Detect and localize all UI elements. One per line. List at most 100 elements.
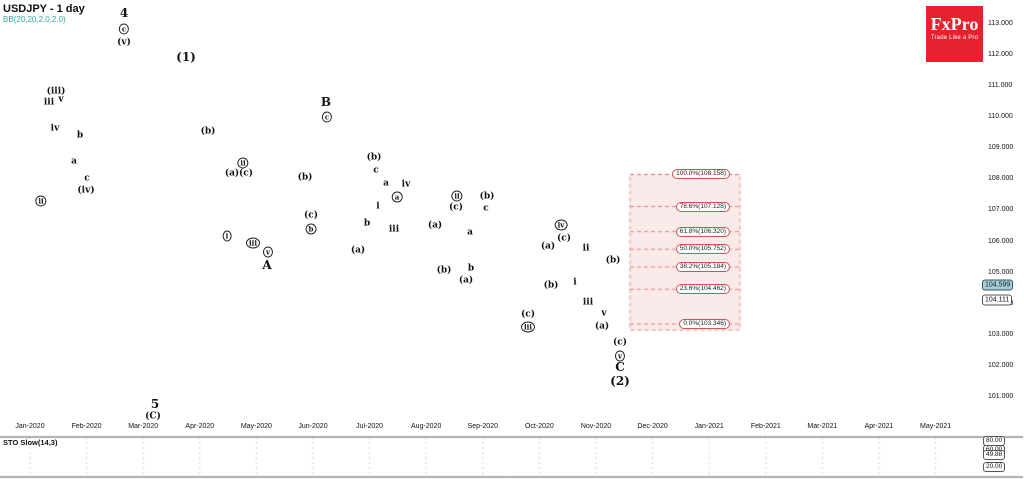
wave-label: A bbox=[262, 258, 272, 272]
fxpro-logo-title: FxPro bbox=[930, 14, 979, 34]
wave-label: (a) bbox=[540, 241, 556, 252]
date-axis-label[interactable]: Apr-2021 bbox=[864, 423, 894, 430]
wave-label: iv bbox=[50, 123, 60, 134]
symbol-timeframe-label: USDJPY - 1 day bbox=[3, 3, 85, 15]
price-axis-tick[interactable]: 113.000 bbox=[988, 20, 1013, 27]
wave-label: (b) bbox=[200, 126, 216, 137]
price-axis-tick[interactable]: 106.000 bbox=[988, 237, 1014, 245]
date-axis-label[interactable]: Feb-2020 bbox=[71, 423, 102, 430]
wave-label: (iii) bbox=[46, 86, 66, 97]
fib-level-badge: 61.8%(106.320) bbox=[675, 226, 730, 237]
wave-label: v bbox=[614, 350, 626, 362]
current-price-badge: 104.599 bbox=[982, 279, 1014, 291]
date-axis-label[interactable]: Mar-2021 bbox=[807, 423, 838, 430]
date-axis-label[interactable]: May-2020 bbox=[240, 423, 272, 430]
wave-label: iii bbox=[43, 97, 55, 108]
wave-label: ii bbox=[451, 190, 463, 202]
secondary-price-badge: 104.111 bbox=[982, 294, 1013, 306]
wave-label: v bbox=[262, 246, 274, 258]
fxpro-logo-subtitle: Trade Like a Pro bbox=[930, 35, 979, 41]
date-axis-label[interactable]: Sep-2020 bbox=[467, 423, 498, 430]
wave-label: (c) bbox=[557, 233, 571, 244]
wave-label: c bbox=[483, 203, 489, 214]
sto-axis-label: 49.88 bbox=[983, 450, 1006, 460]
price-axis-tick[interactable]: 108.000 bbox=[988, 175, 1014, 183]
stochastic-label: STO Slow(14,3) bbox=[3, 438, 58, 447]
wave-label: b bbox=[467, 263, 475, 274]
fib-level-badge: 0.0%(103.346) bbox=[679, 319, 730, 330]
wave-label: a bbox=[467, 227, 473, 238]
price-axis-tick[interactable]: 109.000 bbox=[988, 144, 1014, 152]
wave-label: (c) bbox=[239, 168, 253, 179]
wave-label: i bbox=[222, 230, 232, 242]
date-axis-label[interactable]: Nov-2020 bbox=[580, 423, 612, 430]
wave-label: b bbox=[305, 223, 317, 235]
wave-label: iv bbox=[554, 219, 568, 231]
price-axis-tick[interactable]: 111.000 bbox=[988, 82, 1013, 90]
wave-label: (2) bbox=[610, 374, 630, 388]
wave-label: v bbox=[601, 308, 607, 319]
wave-label: iii bbox=[521, 321, 535, 333]
wave-label: C bbox=[615, 360, 625, 374]
wave-label: (b) bbox=[436, 265, 452, 276]
bollinger-indicator-label: BB(20,20,2.0,2.0) bbox=[3, 15, 66, 24]
wave-label: ii bbox=[237, 157, 249, 169]
wave-label: iv bbox=[401, 179, 411, 190]
date-axis-label[interactable]: Jan-2021 bbox=[694, 423, 724, 430]
wave-label: (a) bbox=[427, 220, 443, 231]
sto-axis-label: 20.00 bbox=[983, 462, 1006, 472]
price-axis-tick[interactable]: 101.000 bbox=[988, 392, 1014, 400]
fib-level-badge: 38.2%(105.184) bbox=[675, 261, 730, 272]
wave-label: (a) bbox=[594, 321, 610, 332]
wave-label: (b) bbox=[605, 255, 621, 266]
price-axis-tick[interactable]: 102.000 bbox=[988, 361, 1014, 369]
date-axis-label[interactable]: Jun-2020 bbox=[298, 423, 328, 430]
wave-label: (b) bbox=[366, 152, 382, 163]
wave-label: (c) bbox=[304, 210, 318, 221]
wave-label: (1) bbox=[176, 50, 196, 64]
wave-label: (a) bbox=[458, 275, 474, 286]
wave-label: (c) bbox=[449, 202, 463, 213]
date-axis-label[interactable]: Jan-2020 bbox=[15, 423, 45, 430]
date-axis-label[interactable]: Mar-2020 bbox=[128, 423, 159, 430]
chart-legend: USDJPY - 1 day BB(20,20,2.0,2.0) bbox=[3, 3, 85, 24]
wave-label: c bbox=[321, 111, 333, 123]
wave-label: (c) bbox=[613, 337, 627, 348]
fib-level-badge: 100.0%(108.158) bbox=[672, 169, 730, 180]
price-axis-tick[interactable]: 112.000 bbox=[988, 51, 1013, 59]
price-axis-tick[interactable]: 110.000 bbox=[988, 113, 1013, 121]
wave-label: iii bbox=[582, 297, 594, 308]
fxpro-logo: FxPro Trade Like a Pro bbox=[926, 6, 983, 62]
price-axis-tick[interactable]: 105.000 bbox=[988, 268, 1014, 276]
wave-label: b bbox=[76, 130, 84, 141]
date-axis-label[interactable]: Feb-2021 bbox=[750, 423, 781, 430]
price-axis-tick[interactable]: 107.000 bbox=[988, 206, 1014, 214]
fib-level-badge: 78.6%(107.128) bbox=[675, 201, 730, 212]
wave-label: ii bbox=[35, 195, 47, 207]
date-axis-label[interactable]: Apr-2020 bbox=[185, 423, 215, 430]
wave-label: 5 bbox=[150, 397, 160, 411]
wave-label: B bbox=[320, 95, 332, 109]
wave-label: (b) bbox=[297, 172, 313, 183]
wave-label: i bbox=[573, 277, 577, 288]
wave-label: a bbox=[391, 191, 403, 203]
date-axis-label[interactable]: Oct-2020 bbox=[524, 423, 554, 430]
wave-label: a bbox=[383, 178, 389, 189]
wave-label: c bbox=[118, 23, 130, 35]
date-axis-label[interactable]: May-2021 bbox=[920, 423, 952, 430]
wave-label: (v) bbox=[117, 37, 131, 48]
price-axis-tick[interactable]: 103.000 bbox=[988, 330, 1014, 338]
wave-label: i bbox=[376, 201, 380, 212]
wave-label: (iv) bbox=[77, 185, 95, 196]
wave-label: iii bbox=[246, 237, 260, 249]
wave-label: b bbox=[363, 218, 371, 229]
wave-label: c bbox=[373, 165, 379, 176]
date-axis-label[interactable]: Jul-2020 bbox=[356, 423, 384, 430]
wave-label: (b) bbox=[543, 280, 559, 291]
wave-label: ii bbox=[582, 243, 590, 254]
date-axis-label[interactable]: Aug-2020 bbox=[411, 423, 442, 430]
date-axis-label[interactable]: Dec-2020 bbox=[637, 423, 668, 430]
wave-label: (a) bbox=[224, 168, 240, 179]
